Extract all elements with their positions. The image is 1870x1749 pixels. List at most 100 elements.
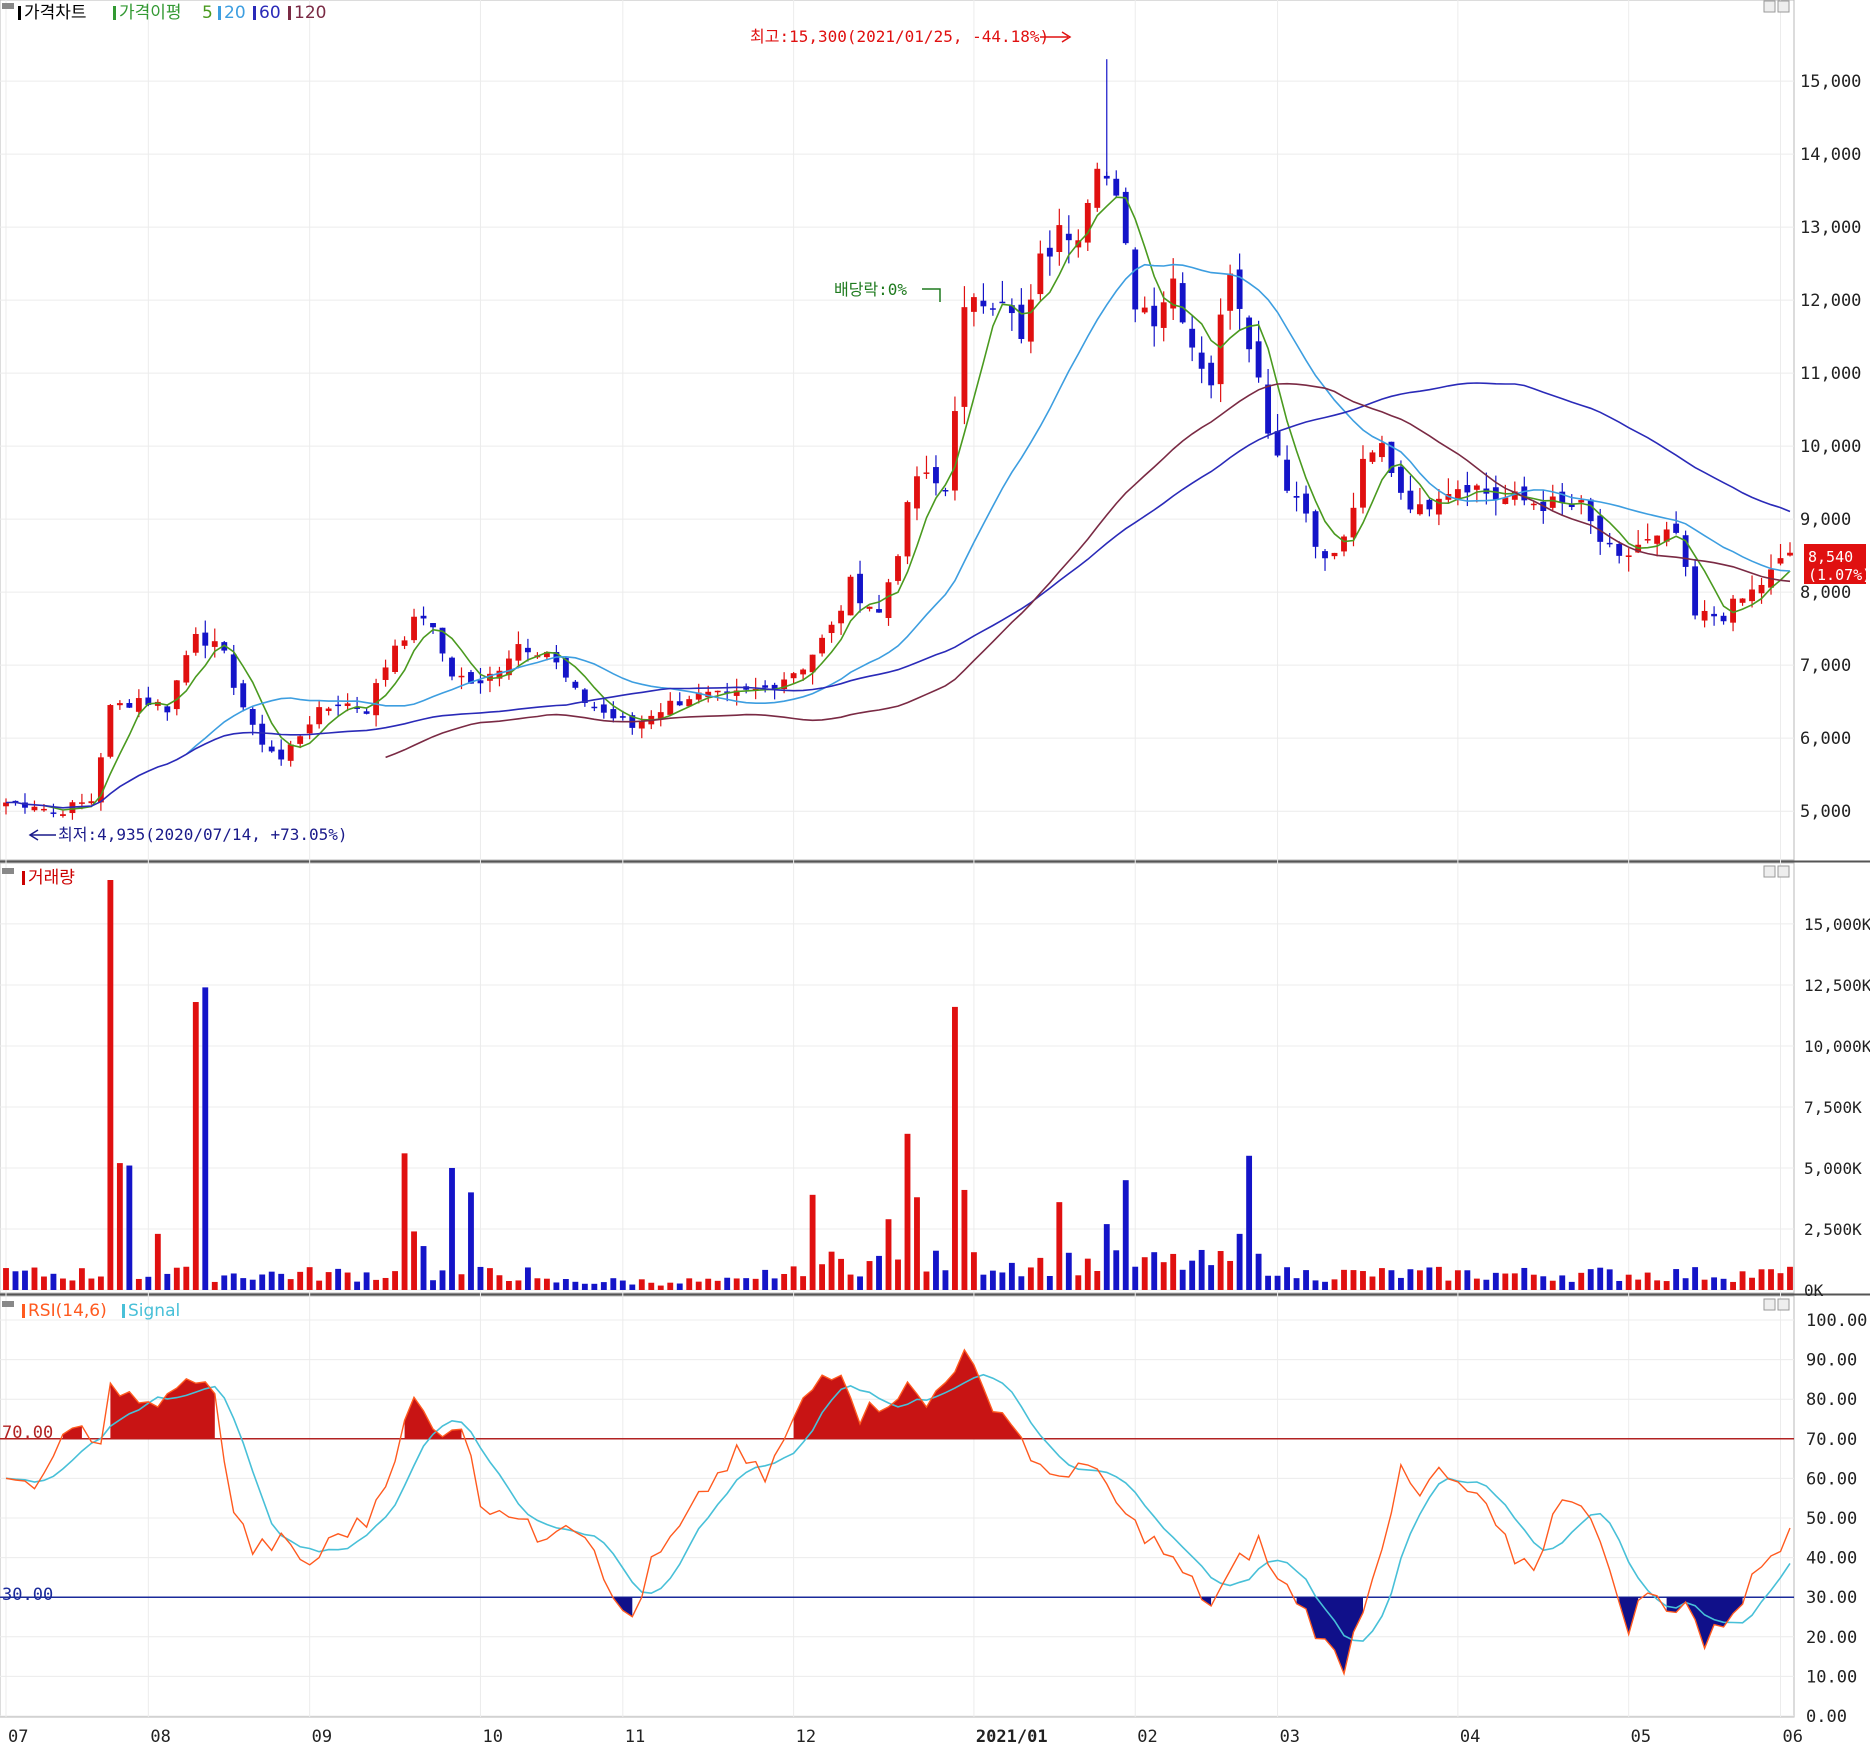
volume-bar [847,1274,854,1290]
legend-moving-average: 가격이평 [119,3,182,23]
volume-bar [1046,1276,1053,1290]
candle-body [638,720,645,729]
volume-bar [553,1282,560,1290]
volume-bar [752,1278,759,1290]
volume-bar [1170,1253,1177,1290]
candle-body [202,632,209,646]
volume-bar [3,1268,9,1290]
candle-body [1189,328,1196,348]
candle-body [1018,304,1025,340]
volume-bar [306,1267,313,1290]
minimize-icon[interactable] [1763,0,1776,13]
candle-body [695,692,702,700]
volume-layer [3,880,1793,1290]
volume-bar [790,1266,797,1290]
x-tick-label: 12 [796,1727,816,1747]
rsi-oversold-fill [1666,1597,1743,1649]
volume-bar [581,1283,588,1290]
panel-menu-icon[interactable] [2,868,14,874]
volume-tick-label: 7,500K [1804,1098,1862,1117]
volume-bar [619,1280,626,1290]
volume-bar [904,1133,911,1290]
volume-bar [1578,1272,1585,1290]
price-layer [3,59,1793,820]
volume-bar [1673,1269,1680,1290]
legend-swatch-signal [122,1304,125,1318]
volume-bar [1464,1270,1471,1290]
volume-bar [1559,1275,1566,1290]
volume-bar [980,1274,987,1290]
candle-body [487,673,493,681]
volume-bar [1103,1224,1110,1290]
candle-body [724,691,731,693]
candle-body [439,627,446,654]
candle-body [1787,552,1793,556]
close-icon[interactable] [1777,865,1790,878]
candle-body [714,690,721,693]
volume-bar [667,1282,674,1290]
legend-signal: Signal [128,1301,180,1321]
panel-menu-icon[interactable] [2,1301,14,1307]
volume-bar [1198,1249,1205,1290]
price-tick-label: 10,000 [1800,437,1861,457]
candle-body [686,699,693,707]
rsi-signal-line [5,1373,1791,1642]
candle-body [1027,299,1034,342]
volume-bar [1407,1269,1414,1290]
candle-body [1530,503,1537,506]
rsi-oversold-fill [1296,1597,1363,1674]
candle-body [249,709,256,725]
volume-bar [1568,1281,1575,1290]
volume-bar [1312,1280,1319,1290]
candle-body [1777,558,1784,564]
candle-body [60,814,66,816]
candle-body [1331,552,1338,557]
volume-bar [828,1251,835,1290]
candle-body [733,690,740,696]
candle-body [221,642,228,651]
candle-body [1625,555,1632,557]
volume-bar [686,1278,693,1290]
legend-swatch-ma120 [288,6,291,20]
volume-bar [809,1194,816,1290]
volume-bar [1540,1276,1547,1290]
volume-bar [69,1280,76,1290]
volume-bar [914,1197,920,1290]
volume-bar [1521,1267,1528,1290]
candle-body [1312,511,1319,547]
volume-bar [1236,1233,1243,1290]
volume-tick-label: 5,000K [1804,1159,1862,1178]
volume-bar [1625,1274,1632,1290]
volume-bar [1777,1273,1784,1290]
volume-bar [876,1255,882,1290]
volume-panel [0,862,1795,1294]
volume-bar [1008,1262,1015,1290]
volume-bar [22,1270,28,1290]
candle-body [107,705,114,757]
candle-body [1568,503,1575,508]
minimize-icon[interactable] [1763,865,1776,878]
rsi-tick-label: 60.00 [1806,1469,1857,1489]
volume-bar [1274,1275,1281,1290]
minimize-icon[interactable] [1763,1298,1776,1311]
volume-bar [1720,1278,1727,1290]
candle-body [382,667,389,680]
candle-body [1151,305,1158,327]
close-icon[interactable] [1777,0,1790,13]
dividend-annotation: 배당락:0% [834,280,907,299]
candle-body [1435,498,1442,515]
x-tick-label: 04 [1460,1727,1480,1747]
candle-body [838,610,844,624]
volume-bar [1398,1277,1404,1290]
candle-body [1217,314,1224,385]
volume-bar [1369,1276,1376,1290]
panel-menu-icon[interactable] [2,3,14,9]
volume-bar [1189,1260,1196,1290]
candle-body [278,749,285,760]
candle-body [259,723,266,745]
candle-body [914,476,920,509]
volume-bar [78,1268,85,1290]
candle-body [1654,535,1661,544]
close-icon[interactable] [1777,1298,1790,1311]
candle-body [572,681,579,688]
